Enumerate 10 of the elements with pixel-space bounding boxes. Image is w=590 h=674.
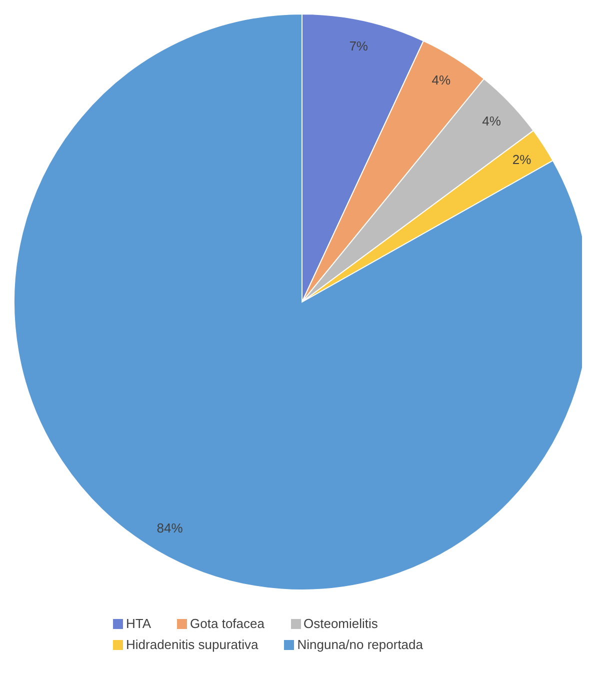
data-label: 84% (156, 520, 184, 536)
slice-label: Ninguna/no reportada (297, 637, 423, 652)
data-label: 4% (432, 72, 451, 88)
legend-label: Hidradenitis supurativa (126, 637, 258, 652)
legend-label: HTA (126, 616, 152, 631)
data-label: 4% (482, 114, 502, 129)
data-label: 2% (512, 152, 532, 167)
data-label: 7% (349, 38, 368, 54)
legend-label: Osteomielitis (304, 616, 378, 631)
legend-label: Gota tofacea (190, 616, 264, 631)
